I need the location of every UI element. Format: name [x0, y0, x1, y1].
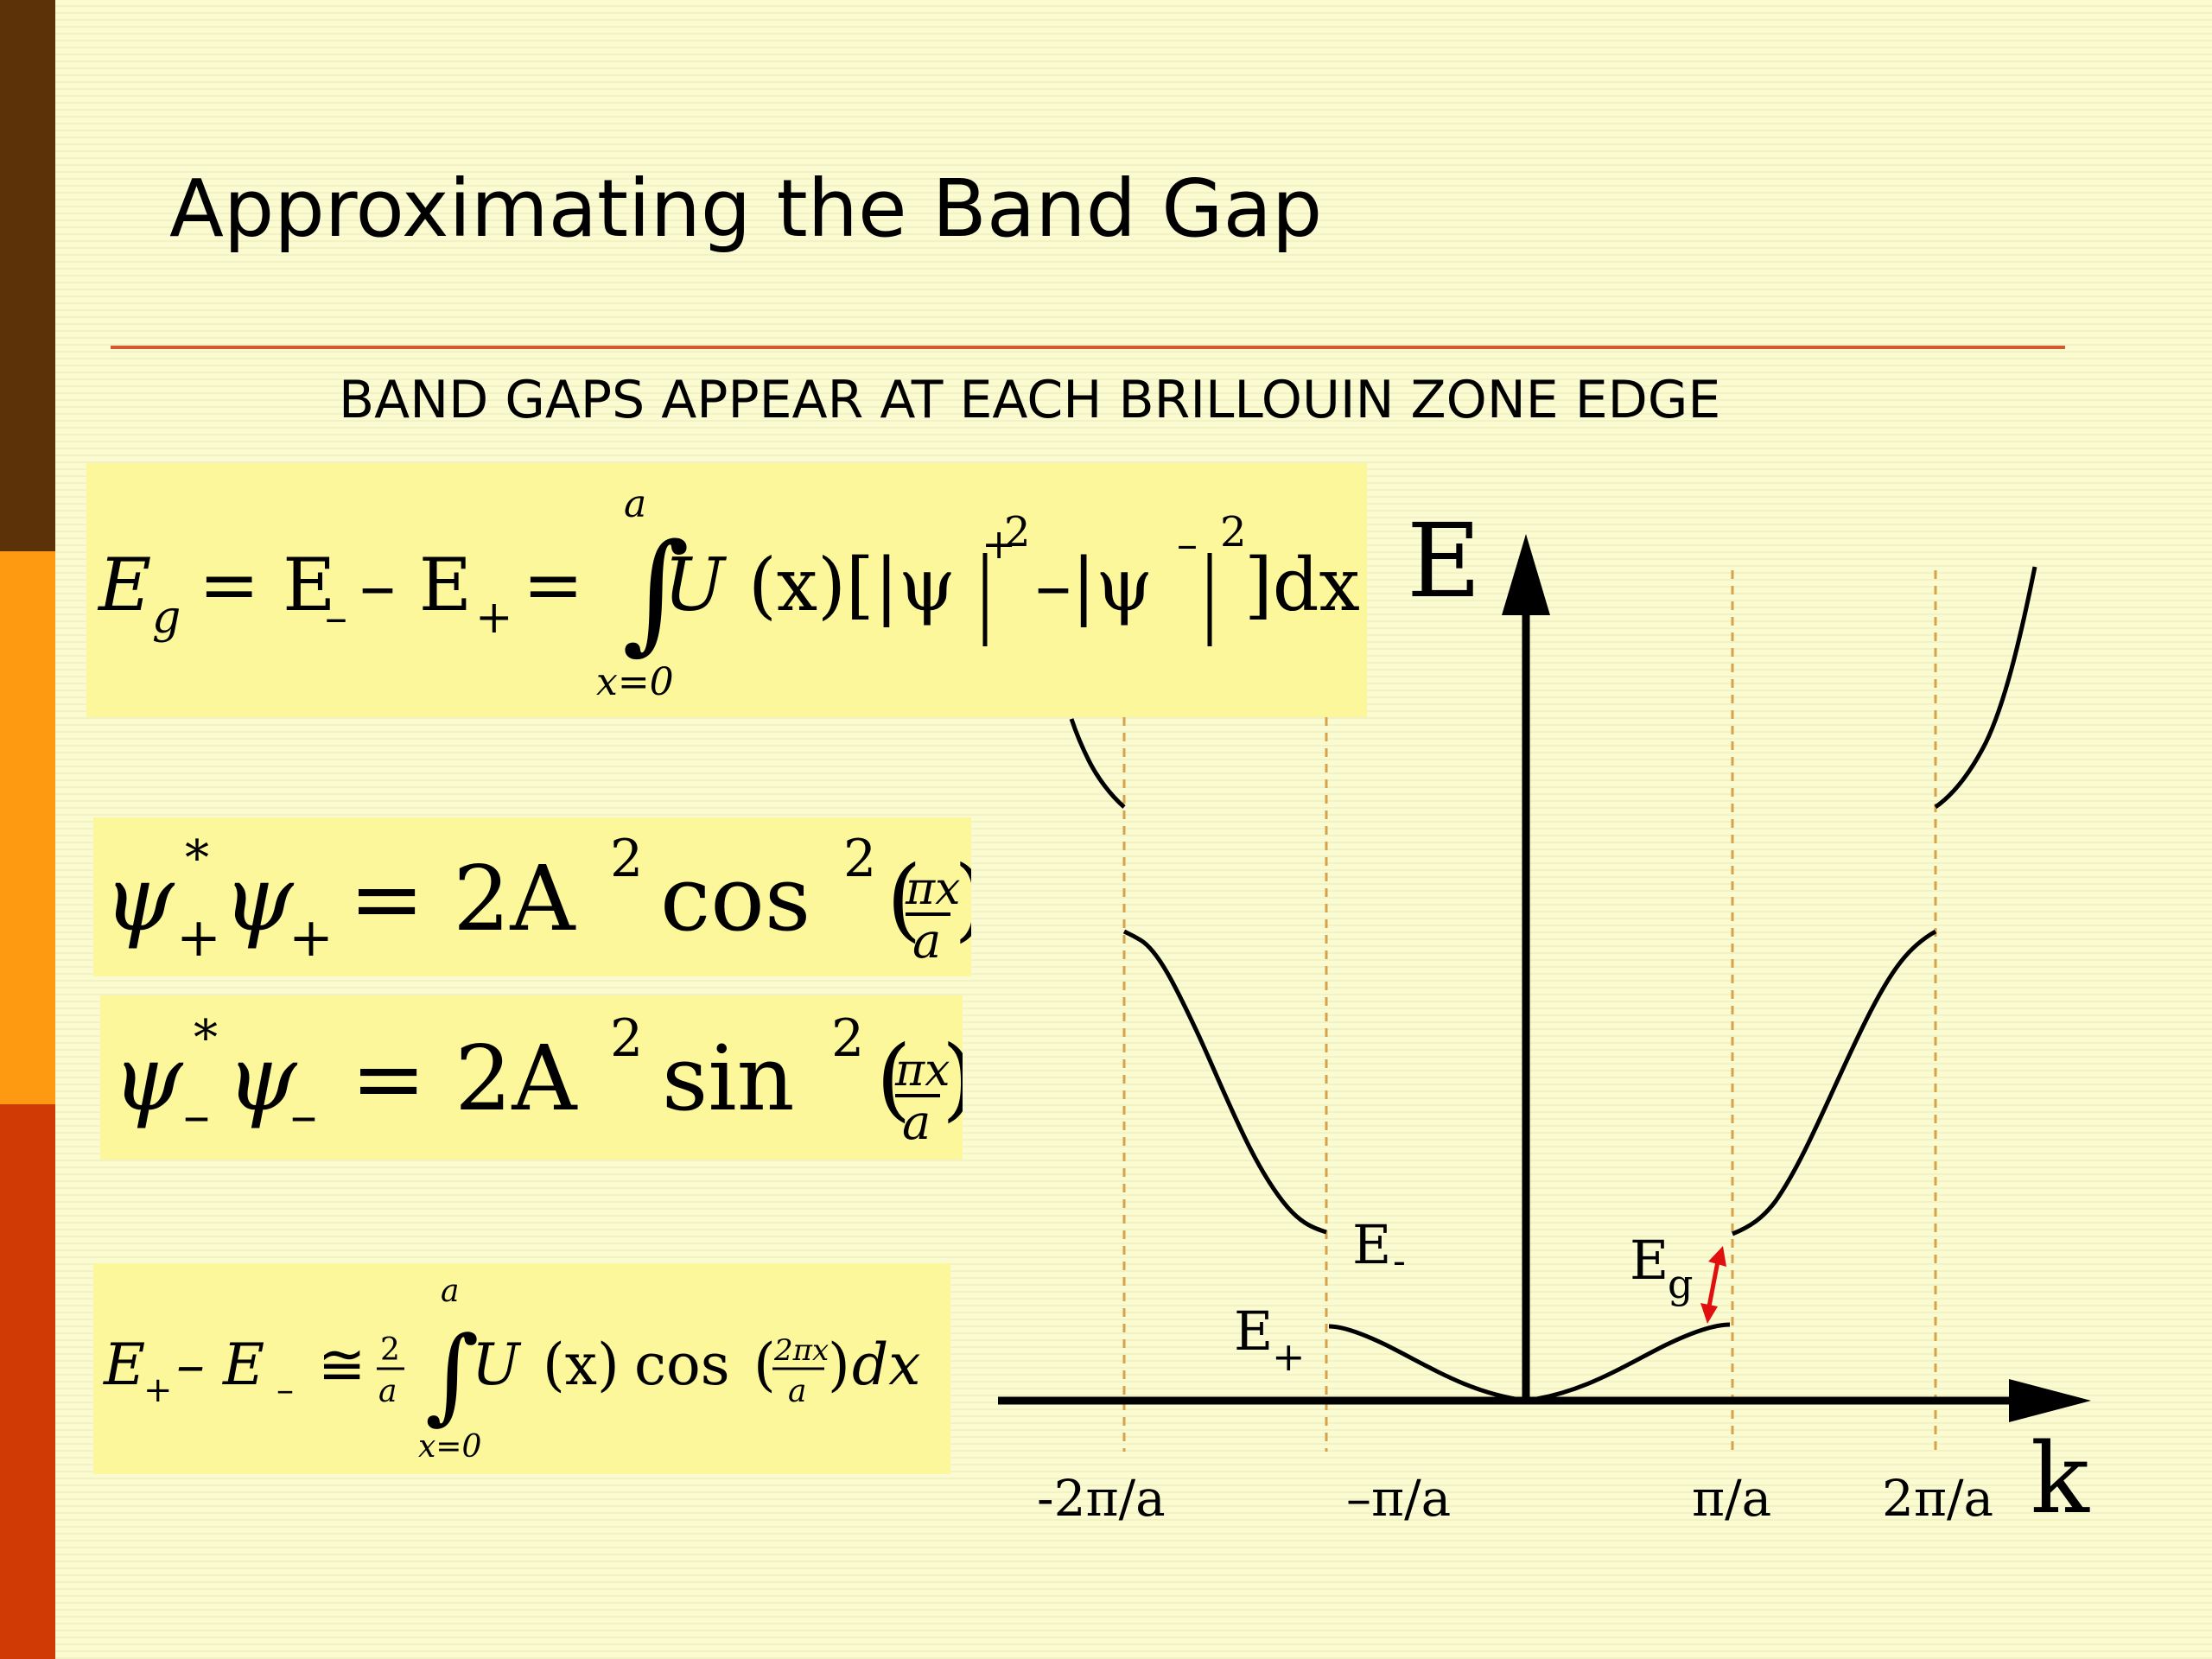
e-axis-arrowhead — [1502, 534, 1550, 615]
eq3-sub: – — [183, 1084, 210, 1147]
upper-band-left — [1069, 718, 1126, 809]
eq3-rhs: = 2A — [351, 1026, 578, 1131]
upper-band-right — [1934, 566, 2037, 810]
eq4-frac-num: 2 — [380, 1332, 400, 1368]
eq1-mid: = E — [199, 543, 335, 627]
eq4-sub1: + — [143, 1370, 173, 1410]
eq3-star: * — [194, 1010, 218, 1066]
tick-label-minus-2pi: -2π/a — [1037, 1469, 1166, 1528]
eq3-den: a — [902, 1095, 931, 1151]
eq2-paren-open: ( — [887, 846, 922, 951]
eq4-sub2: – — [276, 1370, 294, 1410]
eq1-mid2: – E — [359, 543, 472, 627]
e-minus-sub: - — [1393, 1239, 1406, 1283]
eq4-e1: E — [103, 1332, 145, 1398]
eq1-pow2: 2 — [1220, 508, 1247, 556]
accent-bar-middle — [0, 551, 55, 1104]
eq4-integrand: U — [472, 1332, 522, 1398]
eq3-paren-open: ( — [876, 1026, 912, 1131]
eq1-upper-limit: a — [624, 482, 646, 526]
band-curves — [1069, 566, 2037, 1403]
eq4-lower-limit: x=0 — [418, 1429, 481, 1465]
equation-band-gap-approx: E + – E – ≅ 2 a ∫ a x=0 U (x) cos ( 2πx … — [93, 1263, 950, 1474]
eq4-approx: ≅ — [318, 1332, 365, 1398]
eq3-psi: ψ — [112, 1026, 184, 1131]
lower-band-left — [1328, 1324, 1527, 1403]
k-axis-label: k — [2031, 1423, 2090, 1535]
equation-psi-plus: ψ * + ψ + = 2A 2 cos 2 ( πx a ) — [93, 817, 989, 976]
eq1-pow1: 2 — [1004, 508, 1031, 556]
eq2-psi: ψ — [104, 846, 175, 951]
eq1-tail: ]dx — [1244, 543, 1360, 627]
slide-title: Approximating the Band Gap — [169, 162, 1323, 255]
eq1-sup1: + — [982, 520, 1016, 569]
equation-band-gap-integral-render: E g = E – – E + = ∫ a x=0 U (x)[|ψ + 2 –… — [97, 482, 1360, 704]
eq2-den: a — [912, 913, 941, 969]
eq4-fn: cos — [634, 1332, 730, 1398]
band-gap-arrow — [1700, 1246, 1726, 1324]
eq2-rhs: = 2A — [349, 846, 576, 951]
eg-label: E — [1630, 1229, 1669, 1292]
e-plus-sub: + — [1272, 1333, 1306, 1380]
eq1-sup2: – — [1177, 520, 1198, 569]
eq2-sub: + — [176, 906, 221, 969]
eq4-e2: – E — [176, 1332, 264, 1398]
eq3-psi2: ψ — [226, 1026, 298, 1131]
eq4-frac-den: a — [378, 1374, 397, 1409]
eq2-fpow: 2 — [843, 829, 876, 889]
eq4-den: a — [788, 1374, 806, 1409]
equation-band-gap-integral: E g = E – – E + = ∫ a x=0 U (x)[|ψ + 2 –… — [86, 463, 1367, 717]
eq3-fn: sin — [662, 1026, 795, 1131]
eq3-sub2: – — [290, 1084, 317, 1147]
eq2-num: πx — [905, 863, 961, 915]
k-axis-arrowhead — [2009, 1379, 2091, 1422]
zone-boundary-lines — [1122, 570, 1937, 1452]
eq3-num: πx — [894, 1045, 950, 1096]
eq1-minus: –|ψ — [1035, 543, 1153, 627]
eq2-fn: cos — [660, 846, 810, 951]
eq4-upper-limit: a — [441, 1274, 459, 1309]
eq2-psi2: ψ — [223, 846, 295, 951]
eq4-paren-close: ) — [828, 1332, 850, 1398]
tick-label-2pi: 2π/a — [1882, 1469, 1993, 1528]
eq1-integral-sign: ∫ — [622, 517, 690, 667]
slide-subtitle: BAND GAPS APPEAR AT EACH BRILLOUIN ZONE … — [339, 370, 1721, 430]
eq4-tail: dx — [852, 1332, 920, 1398]
eq1-integrand: U — [664, 543, 728, 627]
eq3-fpow: 2 — [831, 1008, 864, 1069]
eg-sub: g — [1668, 1261, 1693, 1307]
eq2-pow: 2 — [610, 829, 643, 889]
middle-band-right — [1732, 929, 1937, 1236]
eq4-arg: (x) — [543, 1332, 620, 1398]
eq3-pow: 2 — [610, 1008, 643, 1069]
eq1-mid-sub: – — [325, 592, 347, 644]
eq1-mid2-sub: + — [475, 592, 513, 644]
tick-label-pi: π/a — [1692, 1469, 1771, 1528]
eq1-arg: (x)[|ψ — [748, 543, 956, 627]
eq1-lower-limit: x=0 — [596, 660, 674, 704]
eq2-sub2: + — [289, 906, 334, 969]
accent-bar-top — [0, 0, 55, 551]
tick-label-minus-pi: –π/a — [1346, 1469, 1451, 1528]
e-axis-label: E — [1407, 501, 1481, 620]
eq1-lhs: E — [97, 543, 151, 627]
eq2-star: * — [185, 830, 209, 887]
accent-bar-bottom — [0, 1104, 55, 1659]
equation-psi-minus-render: ψ * – ψ – = 2A 2 sin 2 ( πx a ) — [112, 1008, 977, 1151]
lower-band-right — [1525, 1322, 1731, 1403]
eq1-equals: = — [523, 543, 583, 627]
equation-psi-minus: ψ * – ψ – = 2A 2 sin 2 ( πx a ) — [100, 995, 977, 1160]
e-plus-label: E — [1234, 1300, 1273, 1363]
equation-psi-plus-render: ψ * + ψ + = 2A 2 cos 2 ( πx a ) — [104, 829, 989, 969]
equation-band-gap-approx-render: E + – E – ≅ 2 a ∫ a x=0 U (x) cos ( 2πx … — [103, 1274, 920, 1465]
e-minus-label: E — [1352, 1213, 1391, 1276]
eq1-lhs-sub: g — [152, 592, 181, 644]
middle-band-left — [1122, 929, 1327, 1235]
title-divider — [111, 346, 2065, 349]
eq4-num: 2πx — [773, 1333, 829, 1368]
eq4-paren-open: ( — [753, 1332, 776, 1398]
eq4-integral-sign: ∫ — [425, 1315, 480, 1435]
